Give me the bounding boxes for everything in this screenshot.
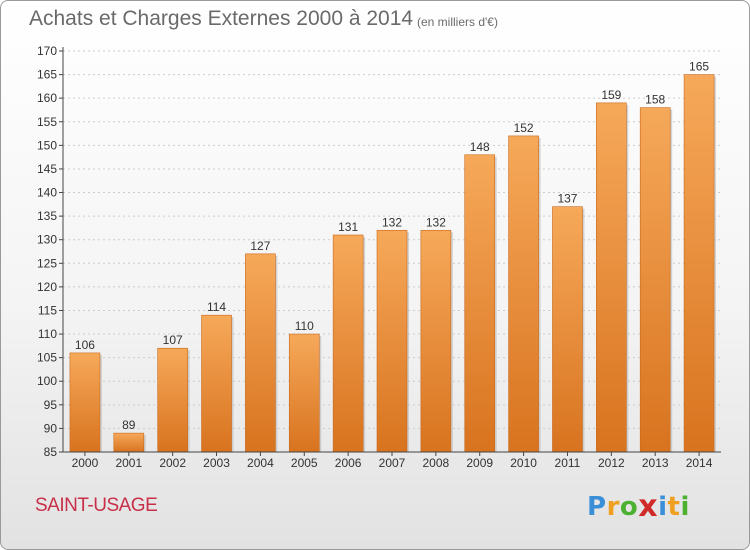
data-label: 159: [601, 88, 621, 102]
y-tick-label: 135: [37, 209, 57, 223]
logo-letter: t: [667, 492, 681, 522]
y-tick-label: 110: [38, 327, 57, 341]
bars: [69, 74, 717, 453]
data-label: 89: [122, 418, 136, 432]
x-tick-label: 2009: [466, 456, 493, 470]
bar-2012[interactable]: [596, 102, 627, 453]
y-tick-label: 150: [37, 138, 57, 152]
y-tick-label: 115: [38, 303, 57, 317]
bar-2003[interactable]: [201, 314, 232, 453]
x-tick-label: 2001: [115, 456, 142, 470]
bar-2005[interactable]: [288, 333, 320, 453]
data-labels: 106 89 107 114 127 110 131 132 132 148 152 137 159 15…: [75, 60, 709, 433]
data-label: 132: [382, 215, 402, 229]
x-tick-label: 2005: [291, 456, 318, 470]
data-label: 131: [338, 220, 358, 234]
data-label: 137: [557, 192, 577, 206]
bar-2001[interactable]: [113, 432, 145, 453]
y-tick-label: 160: [37, 91, 57, 105]
logo-letter: o: [619, 492, 639, 522]
data-label: 114: [207, 300, 226, 314]
logo-letter: i: [658, 492, 668, 522]
bar-2014[interactable]: [683, 74, 715, 453]
y-tick-label: 95: [44, 398, 58, 412]
bar-2010[interactable]: [508, 135, 539, 453]
x-tick-label: 2013: [642, 456, 669, 470]
data-label: 107: [163, 333, 183, 347]
y-tick-label: 155: [37, 115, 57, 129]
bar-2002[interactable]: [157, 347, 188, 453]
data-label: 158: [645, 93, 665, 107]
data-label: 106: [75, 338, 95, 352]
x-tick-label: 2008: [423, 456, 450, 470]
axes: [59, 47, 721, 456]
y-tick-label: 90: [44, 421, 58, 435]
y-tick-label: 100: [37, 374, 57, 388]
logo-letter: P: [587, 492, 607, 522]
x-tick-label: 2012: [598, 456, 625, 470]
data-label: 127: [250, 239, 270, 253]
y-tick-labels: 85 90 95 100 105 110 115 120 125 130 135 140 145 150 1…: [37, 44, 57, 459]
logo-letter: x: [638, 489, 659, 524]
data-label: 148: [470, 140, 490, 154]
x-tick-labels: 2000 2001 2002 2003 2004 2005 2006 2007 2008 2009…: [72, 456, 713, 470]
x-tick-label: 2000: [72, 456, 99, 470]
data-label: 132: [426, 215, 446, 229]
x-tick-label: 2002: [159, 456, 186, 470]
x-tick-label: 2006: [335, 456, 362, 470]
y-tick-label: 125: [37, 256, 57, 270]
y-tick-label: 170: [37, 44, 57, 58]
logo-letter: r: [606, 492, 620, 522]
x-tick-label: 2003: [203, 456, 230, 470]
place-name: SAINT-USAGE: [35, 495, 158, 516]
bar-2000[interactable]: [69, 352, 101, 453]
bar-2007[interactable]: [376, 229, 408, 453]
bar-2004[interactable]: [245, 253, 276, 453]
data-label: 110: [295, 319, 314, 333]
y-tick-label: 130: [37, 233, 57, 247]
bar-2009[interactable]: [464, 154, 496, 453]
bar-2006[interactable]: [332, 234, 364, 453]
data-label: 152: [514, 121, 534, 135]
chart-subtitle: (en milliers d'€): [417, 15, 498, 29]
proxiti-logo[interactable]: Proxiti: [587, 488, 690, 524]
logo-letter: i: [680, 492, 690, 522]
y-tick-label: 85: [44, 445, 58, 459]
y-tick-label: 105: [37, 351, 57, 365]
bar-2013[interactable]: [639, 107, 671, 453]
bar-2008[interactable]: [420, 229, 452, 453]
y-tick-label: 140: [37, 186, 57, 200]
y-tick-label: 120: [37, 280, 57, 294]
x-tick-label: 2010: [510, 456, 537, 470]
y-tick-label: 145: [37, 162, 57, 176]
x-tick-label: 2004: [247, 456, 274, 470]
x-tick-label: 2014: [686, 456, 713, 470]
y-tick-label: 165: [37, 68, 57, 82]
chart-title: Achats et Charges Externes 2000 à 2014: [29, 7, 414, 30]
x-tick-label: 2011: [555, 456, 581, 470]
x-tick-label: 2007: [379, 456, 406, 470]
bar-2011[interactable]: [552, 206, 583, 453]
data-label: 165: [689, 60, 709, 74]
